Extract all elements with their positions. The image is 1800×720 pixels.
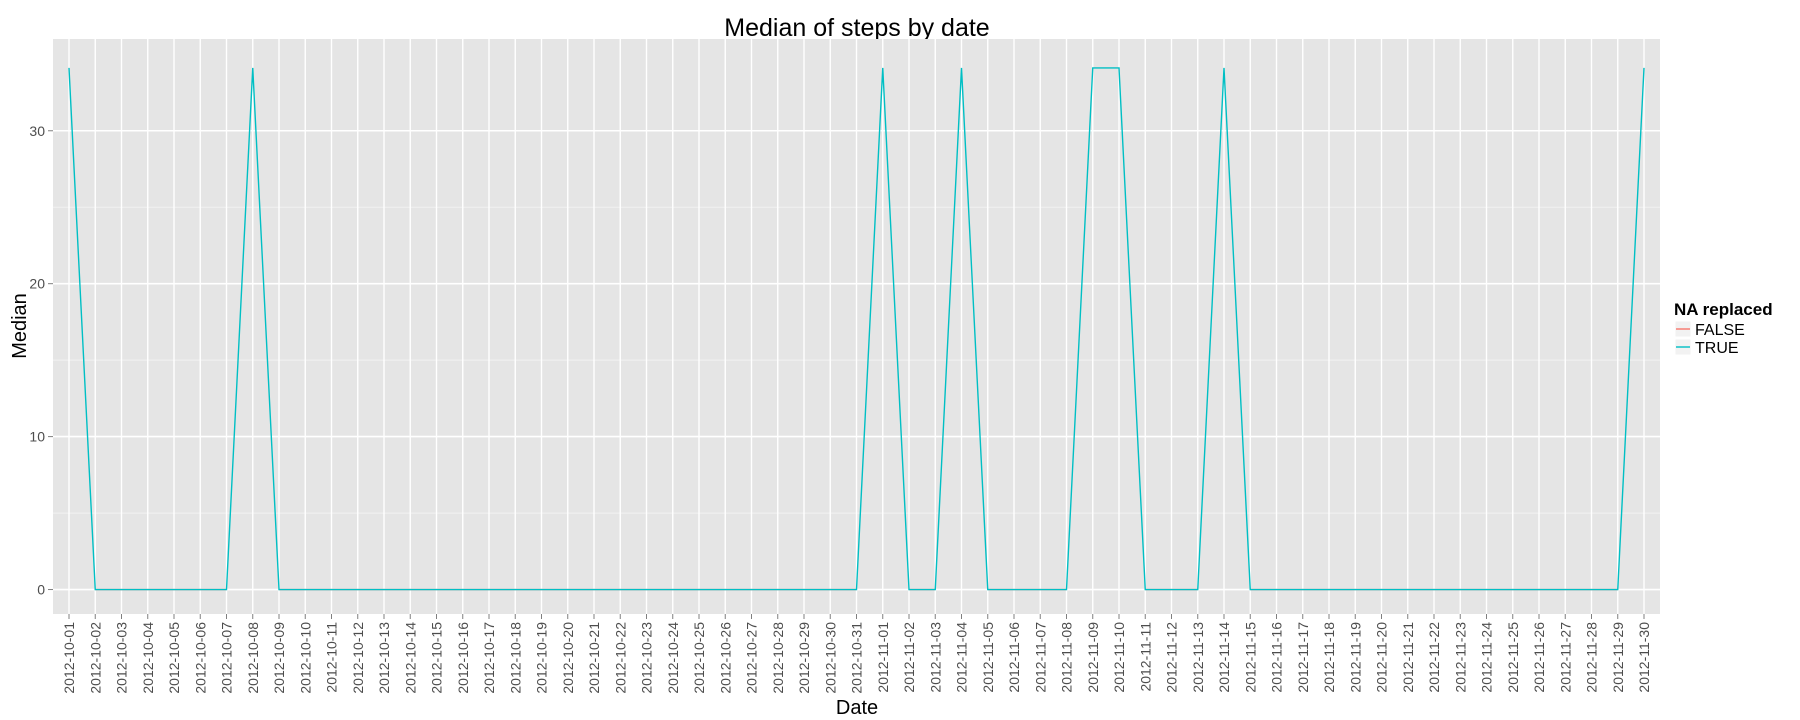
x-tick-label: 2012-11-18 (1321, 622, 1337, 693)
axes: 0 10 20 30 2012-10-01 2012-10-02 2012-10-03 201… (29, 123, 1652, 694)
x-tick-label: 2012-11-03 (927, 622, 943, 693)
x-tick-label: 2012-10-06 (192, 622, 208, 694)
x-tick-label: 2012-10-28 (770, 622, 786, 694)
x-tick-label: 2012-10-20 (560, 622, 576, 694)
x-tick-label: 2012-10-14 (402, 622, 418, 694)
x-tick-label: 2012-11-21 (1400, 622, 1416, 693)
x-tick-label: 2012-10-15 (429, 622, 445, 694)
x-tick-label: 2012-10-16 (455, 622, 471, 694)
x-tick-label: 2012-11-28 (1584, 622, 1600, 693)
series-line-true (68, 67, 1645, 591)
x-tick-label: 2012-10-08 (245, 622, 261, 694)
grid-lines (53, 39, 1660, 614)
x-tick-label: 2012-10-01 (61, 622, 77, 694)
x-tick-label: 2012-11-25 (1505, 622, 1521, 693)
x-tick-label: 2012-10-11 (324, 622, 340, 693)
x-tick-label: 2012-11-17 (1295, 622, 1311, 693)
x-tick-label: 2012-11-02 (901, 622, 917, 693)
x-tick-label: 2012-10-19 (534, 622, 550, 694)
x-tick-label: 2012-10-07 (219, 622, 235, 694)
x-tick-label: 2012-10-30 (822, 622, 838, 694)
x-tick-label: 2012-11-23 (1452, 622, 1468, 693)
x-tick-label: 2012-11-09 (1085, 622, 1101, 693)
series-lines (68, 67, 1645, 591)
x-tick-label: 2012-10-13 (376, 622, 392, 694)
x-tick-label: 2012-10-10 (297, 622, 313, 694)
x-axis-title: Date (836, 697, 878, 719)
x-tick-label: 2012-10-24 (665, 622, 681, 694)
x-tick-label: 2012-11-13 (1190, 622, 1206, 693)
x-tick-label: 2012-11-11 (1137, 622, 1153, 692)
x-tick-label: 2012-10-29 (796, 622, 812, 694)
x-tick-label: 2012-11-14 (1216, 622, 1232, 693)
x-tick-label: 2012-11-04 (954, 622, 970, 693)
x-tick-label: 2012-10-02 (87, 622, 103, 694)
x-tick-label: 2012-11-01 (875, 622, 891, 693)
x-tick-label: 2012-10-27 (744, 622, 760, 694)
x-tick-label: 2012-10-05 (166, 622, 182, 694)
x-tick-label: 2012-11-22 (1426, 622, 1442, 693)
x-tick-label: 2012-11-26 (1531, 622, 1547, 693)
x-tick-label: 2012-10-21 (586, 622, 602, 694)
legend-label-true: TRUE (1695, 340, 1739, 357)
y-tick-label: 30 (29, 123, 45, 139)
x-tick-label: 2012-11-06 (1006, 622, 1022, 693)
x-tick-label: 2012-11-30 (1636, 622, 1652, 693)
x-tick-label: 2012-10-23 (639, 622, 655, 694)
x-tick-label: 2012-11-08 (1059, 622, 1075, 693)
x-tick-label: 2012-10-17 (481, 622, 497, 694)
x-tick-label: 2012-11-16 (1269, 622, 1285, 693)
x-tick-label: 2012-10-25 (691, 622, 707, 694)
x-tick-label: 2012-11-20 (1374, 622, 1390, 693)
x-tick-label: 2012-11-07 (1032, 622, 1048, 693)
x-tick-label: 2012-10-09 (271, 622, 287, 694)
y-tick-label: 20 (29, 276, 45, 292)
legend-label-false: FALSE (1695, 322, 1745, 339)
x-tick-label: 2012-10-12 (350, 622, 366, 694)
chart-title: Median of steps by date (724, 14, 989, 42)
y-axis-title: Median (9, 293, 31, 359)
x-tick-label: 2012-11-05 (980, 622, 996, 693)
y-tick-label: 10 (29, 429, 45, 445)
x-tick-label: 2012-10-18 (507, 622, 523, 694)
x-tick-label: 2012-10-04 (140, 622, 156, 694)
x-tick-label: 2012-10-31 (849, 622, 865, 694)
legend-title: NA replaced (1674, 300, 1773, 319)
x-tick-label: 2012-11-29 (1610, 622, 1626, 693)
x-tick-label: 2012-11-15 (1242, 622, 1258, 693)
x-tick-label: 2012-11-12 (1164, 622, 1180, 693)
x-tick-label: 2012-11-27 (1557, 622, 1573, 693)
x-tick-label: 2012-11-19 (1347, 622, 1363, 693)
y-tick-label: 0 (37, 582, 45, 598)
x-tick-label: 2012-11-24 (1479, 622, 1495, 693)
x-tick-label: 2012-10-26 (717, 622, 733, 694)
x-tick-label: 2012-10-22 (612, 622, 628, 694)
x-tick-label: 2012-11-10 (1111, 622, 1127, 693)
x-tick-label: 2012-10-03 (114, 622, 130, 694)
